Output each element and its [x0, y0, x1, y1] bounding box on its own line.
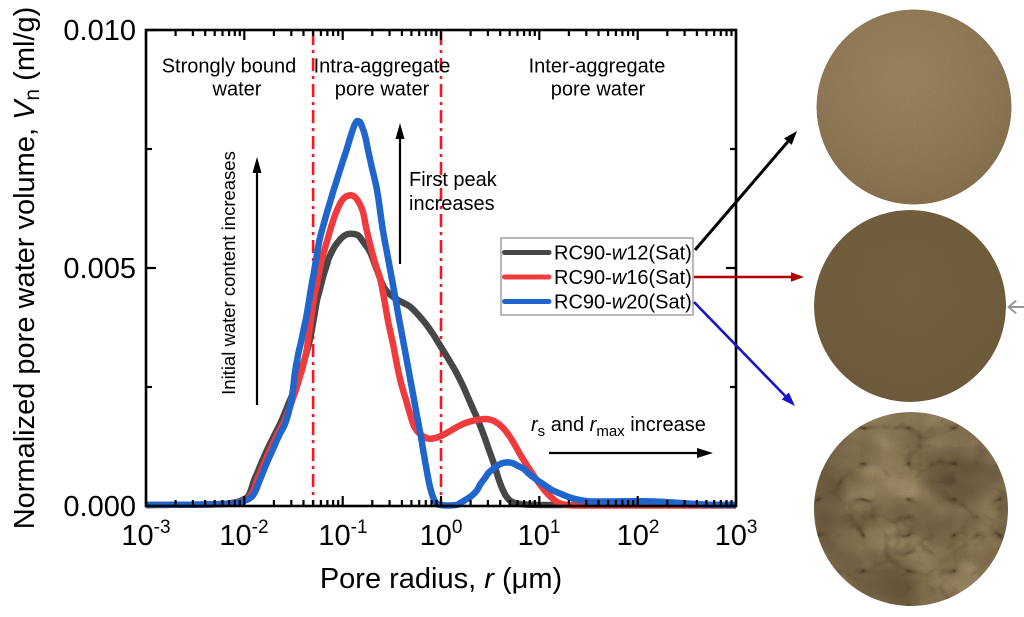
svg-text:102: 102	[617, 517, 660, 552]
svg-text:10-1: 10-1	[318, 517, 367, 552]
svg-text:Intra-aggregate: Intra-aggregate	[314, 56, 451, 78]
svg-text:Strongly bound: Strongly bound	[162, 56, 297, 78]
svg-text:RC90-w12(Sat): RC90-w12(Sat)	[554, 243, 692, 265]
svg-text:rs and rmax increase: rs and rmax increase	[531, 414, 706, 440]
svg-text:RC90-w20(Sat): RC90-w20(Sat)	[554, 292, 692, 314]
svg-text:First peak: First peak	[409, 169, 498, 191]
svg-text:0.000: 0.000	[63, 491, 136, 523]
svg-text:Initial water content increase: Initial water content increases	[218, 151, 239, 395]
svg-text:0.005: 0.005	[63, 253, 136, 285]
svg-text:RC90-w16(Sat): RC90-w16(Sat)	[554, 267, 692, 289]
svg-text:Pore radius, r (μm): Pore radius, r (μm)	[320, 563, 562, 595]
svg-text:101: 101	[518, 517, 561, 552]
svg-text:0.010: 0.010	[63, 15, 136, 47]
svg-text:pore water: pore water	[335, 79, 430, 101]
svg-text:Inter-aggregate: Inter-aggregate	[529, 56, 666, 78]
svg-text:103: 103	[715, 517, 758, 552]
svg-text:water: water	[212, 79, 262, 101]
svg-text:Normalized pore water volume,: Normalized pore water volume, Vn (ml/g)	[9, 7, 44, 530]
svg-text:10-2: 10-2	[219, 517, 268, 552]
svg-text:100: 100	[420, 517, 463, 552]
svg-text:increases: increases	[409, 193, 495, 215]
svg-text:pore water: pore water	[551, 79, 646, 101]
svg-text:10-3: 10-3	[121, 517, 170, 552]
